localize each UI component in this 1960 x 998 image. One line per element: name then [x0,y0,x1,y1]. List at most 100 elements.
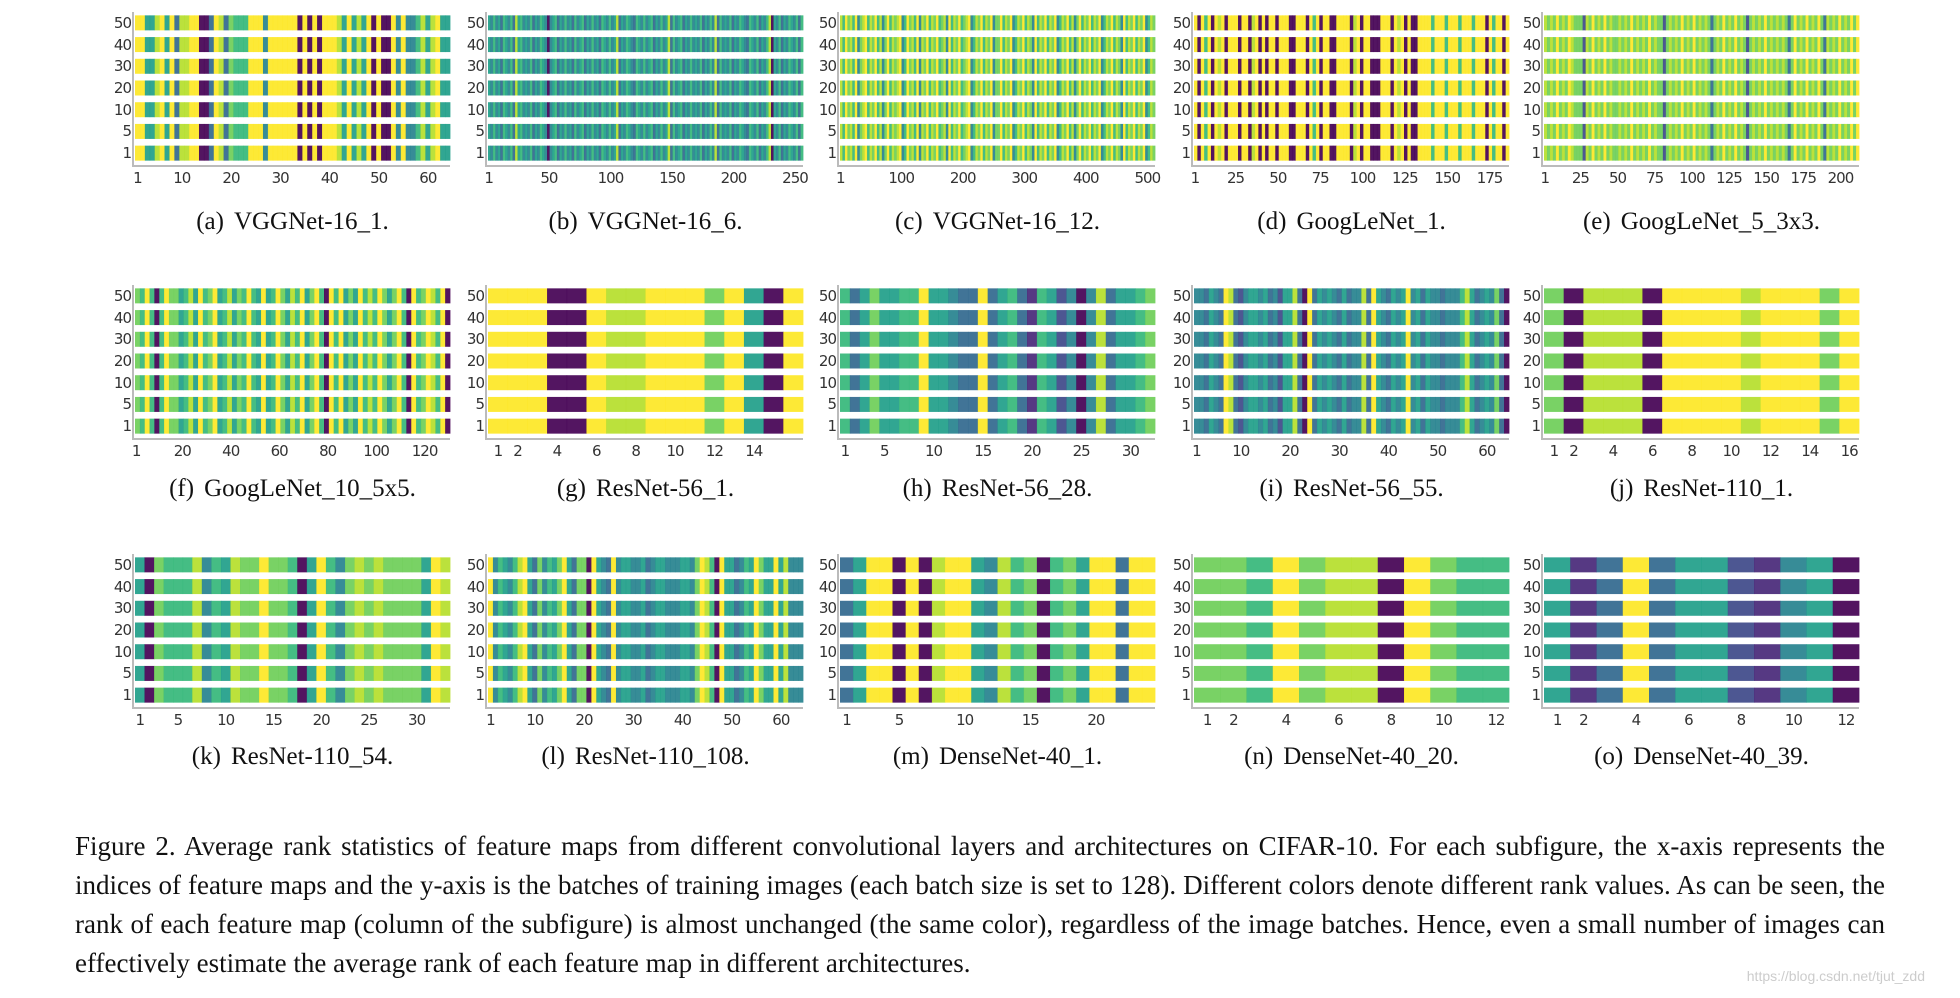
heatmap-cell [751,15,755,31]
heatmap-cell [647,123,651,139]
heatmap-cell [1570,123,1575,139]
heatmap-cell [1213,375,1220,391]
heatmap-cell [1390,375,1397,391]
heatmap-cell [1078,37,1082,53]
heatmap-cell [1639,80,1643,96]
heatmap-cell [1297,310,1303,326]
heatmap-cell [1740,145,1744,161]
heatmap-cell [1850,80,1854,96]
heatmap-cell [1302,396,1308,412]
heatmap-cell [183,331,189,347]
heatmap-cell [1502,123,1507,139]
heatmap-cell [1829,102,1833,118]
heatmap-cell [899,288,910,304]
heatmap-cell [593,15,597,31]
heatmap-cell [1414,123,1418,139]
heatmap-cell [1305,102,1310,118]
heatmap-cell [1376,15,1381,31]
heatmap-cell [756,80,760,96]
heatmap-cell [338,375,344,391]
heatmap-cell [299,331,306,347]
heatmap-cell [1427,37,1432,53]
heatmap-cell [931,37,934,53]
heatmap-cell [1502,80,1507,96]
heatmap-cell [1302,288,1308,304]
heatmap-cell [1272,353,1279,369]
heatmap-cell [544,102,548,118]
heatmap-cell [1397,58,1402,74]
heatmap-cell [1331,353,1338,369]
heatmap-cell [524,80,528,96]
heatmap-cell [338,331,344,347]
heatmap-cell [645,80,649,96]
heatmap-cell [1059,123,1062,139]
heatmap-cell [188,418,194,434]
heatmap-cell [1009,15,1013,31]
heatmap-cell [1591,15,1595,31]
heatmap-cell [430,123,436,139]
heatmap-cell [333,331,339,347]
heatmap-cell [1659,58,1664,74]
heatmap-cell [1238,375,1244,391]
heatmap-cell [1689,145,1693,161]
heatmap-cell [997,15,1001,31]
heatmap-cell [1312,418,1318,434]
heatmap-cell [1437,145,1442,161]
heatmap-cell [1066,145,1070,161]
heatmap-cell [647,80,651,96]
heatmap-cell [415,58,421,74]
heatmap-cell [985,102,989,118]
heatmap-cell [1835,15,1839,31]
heatmap-cell [1376,310,1382,326]
heatmap-cell [1499,331,1505,347]
heatmap-cell [908,418,920,434]
heatmap-cell [1014,102,1018,118]
heatmap-cell [213,102,220,118]
heatmap-cell [539,58,543,74]
heatmap-cell [324,375,330,391]
heatmap-cell [1567,102,1572,118]
heatmap-cell [415,145,421,161]
heatmap-cell [304,396,310,412]
heatmap-cell [731,102,735,118]
heatmap-cell [1454,396,1461,412]
heatmap-cell [1719,15,1723,31]
heatmap-cell [1051,145,1055,161]
heatmap-cell [1063,102,1067,118]
heatmap-cell [213,123,220,139]
heatmap-cell [1410,37,1415,53]
x-tick-label: 30 [1121,442,1140,460]
heatmap-cell [687,15,691,31]
heatmap-cell [1410,123,1415,139]
heatmap-cell [492,123,496,139]
heatmap-cell [1612,15,1616,31]
heatmap-cell [615,102,619,118]
heatmap-cell [326,58,333,74]
heatmap-cell [1451,15,1456,31]
heatmap-cell [277,80,284,96]
heatmap-cell [1603,15,1607,31]
subfigure-title: VGGNet-16_1. [233,208,389,235]
heatmap-cell [1071,58,1075,74]
heatmap-cell [1683,102,1688,118]
heatmap-cell [1115,396,1126,412]
heatmap-cell [955,80,959,96]
heatmap-cell [1091,80,1094,96]
heatmap-cell [149,353,155,369]
heatmap-cell [1145,37,1149,53]
heatmap-cell [184,123,190,139]
heatmap-cell [628,15,632,31]
heatmap-cell [282,37,288,53]
heatmap-cell [1856,145,1860,161]
heatmap-cell [1606,58,1610,74]
heatmap-cell [376,15,382,31]
heatmap-cell [1549,58,1554,74]
heatmap-cell [736,145,740,161]
heatmap-cell [1505,145,1510,161]
heatmap-cell [1400,310,1407,326]
heatmap-cell [1564,145,1569,161]
heatmap-cell [551,145,555,161]
heatmap-cell [1775,58,1780,74]
heatmap-cell [1046,331,1057,347]
heatmap-cell [788,145,792,161]
